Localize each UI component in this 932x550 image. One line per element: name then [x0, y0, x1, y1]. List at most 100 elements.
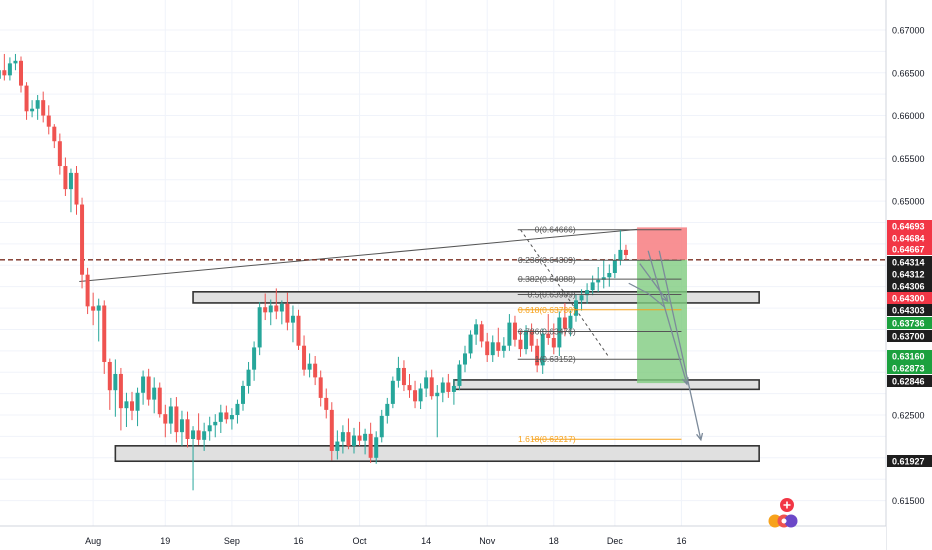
projection-arrow-2	[658, 250, 702, 440]
price-badge-bg-12[interactable]	[887, 375, 932, 387]
price-badge-label-1: 0.64684	[892, 234, 925, 244]
fib-level-label-5: 0.786(0.63476)	[518, 327, 576, 337]
candle-body	[396, 367, 401, 381]
candle-body	[379, 415, 384, 438]
candle-body	[130, 401, 134, 411]
candle-body	[607, 272, 612, 278]
trend-lines	[0, 228, 886, 283]
candle-body	[562, 317, 567, 329]
candle-body	[13, 60, 18, 64]
candle-body	[463, 353, 467, 365]
time-tick-label-2: Sep	[224, 536, 240, 546]
short-position-tool[interactable]	[637, 227, 687, 384]
candle-body	[357, 435, 362, 441]
time-tick-label-9: 16	[676, 536, 686, 546]
price-badge-bg-3[interactable]	[887, 256, 932, 268]
price-badge-bg-9[interactable]	[887, 330, 932, 342]
candle-body	[601, 277, 606, 280]
price-tick-label-2: 0.66000	[892, 111, 925, 121]
price-badge-bg-11[interactable]	[887, 362, 932, 374]
toolbar-badges[interactable]	[768, 498, 798, 528]
candle-body	[41, 100, 46, 116]
candle-body	[302, 345, 307, 370]
fib-level-label-1: 0.236(0.64309)	[518, 255, 576, 265]
price-badge-bg-8[interactable]	[887, 317, 932, 329]
rising-trend-line[interactable]	[79, 228, 638, 283]
candle-body	[524, 330, 529, 350]
fib-level-label-6: 1(0.63152)	[535, 354, 576, 364]
candle-body	[446, 382, 451, 392]
take-profit-zone[interactable]	[637, 259, 687, 384]
lower-zone[interactable]	[114, 445, 760, 463]
stop-loss-zone[interactable]	[637, 227, 687, 260]
candle-body	[424, 377, 429, 389]
event-icon-1[interactable]	[768, 514, 782, 528]
candle-body	[63, 166, 68, 190]
fib-level-label-0: 0(0.64666)	[535, 225, 576, 235]
fib-level-label-7: 1.618(0.62217)	[518, 434, 576, 444]
candle-body	[202, 431, 207, 440]
candle-body	[485, 341, 490, 356]
middle-zone[interactable]	[453, 379, 760, 391]
price-badge-label-12: 0.62846	[892, 377, 925, 387]
price-tick-label-1: 0.66500	[892, 68, 925, 78]
price-tick-label-0: 0.67000	[892, 26, 925, 36]
candle-body	[574, 300, 578, 316]
price-badge-label-11: 0.62873	[892, 364, 925, 374]
price-badge-label-10: 0.63160	[892, 352, 925, 362]
candle-body	[224, 412, 229, 420]
price-badge-label-5: 0.64306	[892, 282, 925, 292]
candle-body	[335, 441, 340, 451]
event-icon-3[interactable]	[784, 514, 798, 528]
price-badge-bg-6[interactable]	[887, 292, 932, 304]
price-badge-bg-7[interactable]	[887, 304, 932, 316]
candle-body	[529, 330, 534, 346]
candle-body	[274, 305, 279, 312]
price-tick-label-4: 0.65000	[892, 197, 925, 207]
support-resistance-zones[interactable]	[114, 291, 760, 463]
candle-body	[363, 433, 368, 441]
event-icon-inner	[781, 518, 787, 524]
price-tick-label-5: 0.62500	[892, 411, 925, 421]
price-badge-bg-4[interactable]	[887, 268, 932, 280]
candle-body	[263, 307, 268, 313]
candle-body	[74, 172, 79, 205]
price-badge-bg-5[interactable]	[887, 280, 932, 292]
candle-body	[318, 377, 323, 398]
projection-arrow-1	[647, 250, 688, 385]
candle-body	[113, 373, 118, 391]
candle-body	[52, 126, 57, 142]
price-badge-bg-0[interactable]	[887, 220, 932, 232]
candle-body	[229, 415, 234, 420]
candle-body	[7, 63, 12, 76]
candle-body	[579, 295, 584, 301]
price-badge-bg-13[interactable]	[887, 455, 932, 467]
price-badge-label-6: 0.64300	[892, 294, 925, 304]
candle-body	[279, 303, 284, 312]
candle-body	[68, 172, 73, 190]
time-axis[interactable]: Aug 19 Sep 16 Oct 14 Nov 18 Dec 16	[0, 525, 886, 550]
upper-zone[interactable]	[192, 291, 760, 304]
plus-glyph	[783, 501, 791, 509]
candle-body	[307, 363, 312, 370]
time-tick-label-4: Oct	[353, 536, 368, 546]
candle-body	[568, 315, 573, 329]
price-badge-label-4: 0.64312	[892, 270, 925, 280]
candle-body	[207, 425, 212, 432]
candle-body	[435, 392, 440, 397]
candle-body	[496, 342, 501, 351]
price-axis[interactable]: 0.67000 0.66500 0.66000 0.65500 0.65000 0.625…	[885, 0, 932, 550]
price-badge-bg-2[interactable]	[887, 243, 932, 255]
price-badge-bg-10[interactable]	[887, 350, 932, 362]
fibonacci-retracement[interactable]: 0(0.64666) 0.236(0.64309) 0.382(0.64088) 0.…	[517, 225, 682, 445]
candle-body	[557, 317, 562, 348]
candle-body	[80, 204, 85, 275]
price-badge-bg-1[interactable]	[887, 232, 932, 244]
price-badge-label-8: 0.63736	[892, 319, 925, 329]
candle-body	[507, 322, 512, 346]
candle-body	[623, 249, 628, 256]
candle-body	[235, 403, 240, 416]
candle-body	[246, 369, 251, 386]
candle-body	[596, 279, 601, 283]
